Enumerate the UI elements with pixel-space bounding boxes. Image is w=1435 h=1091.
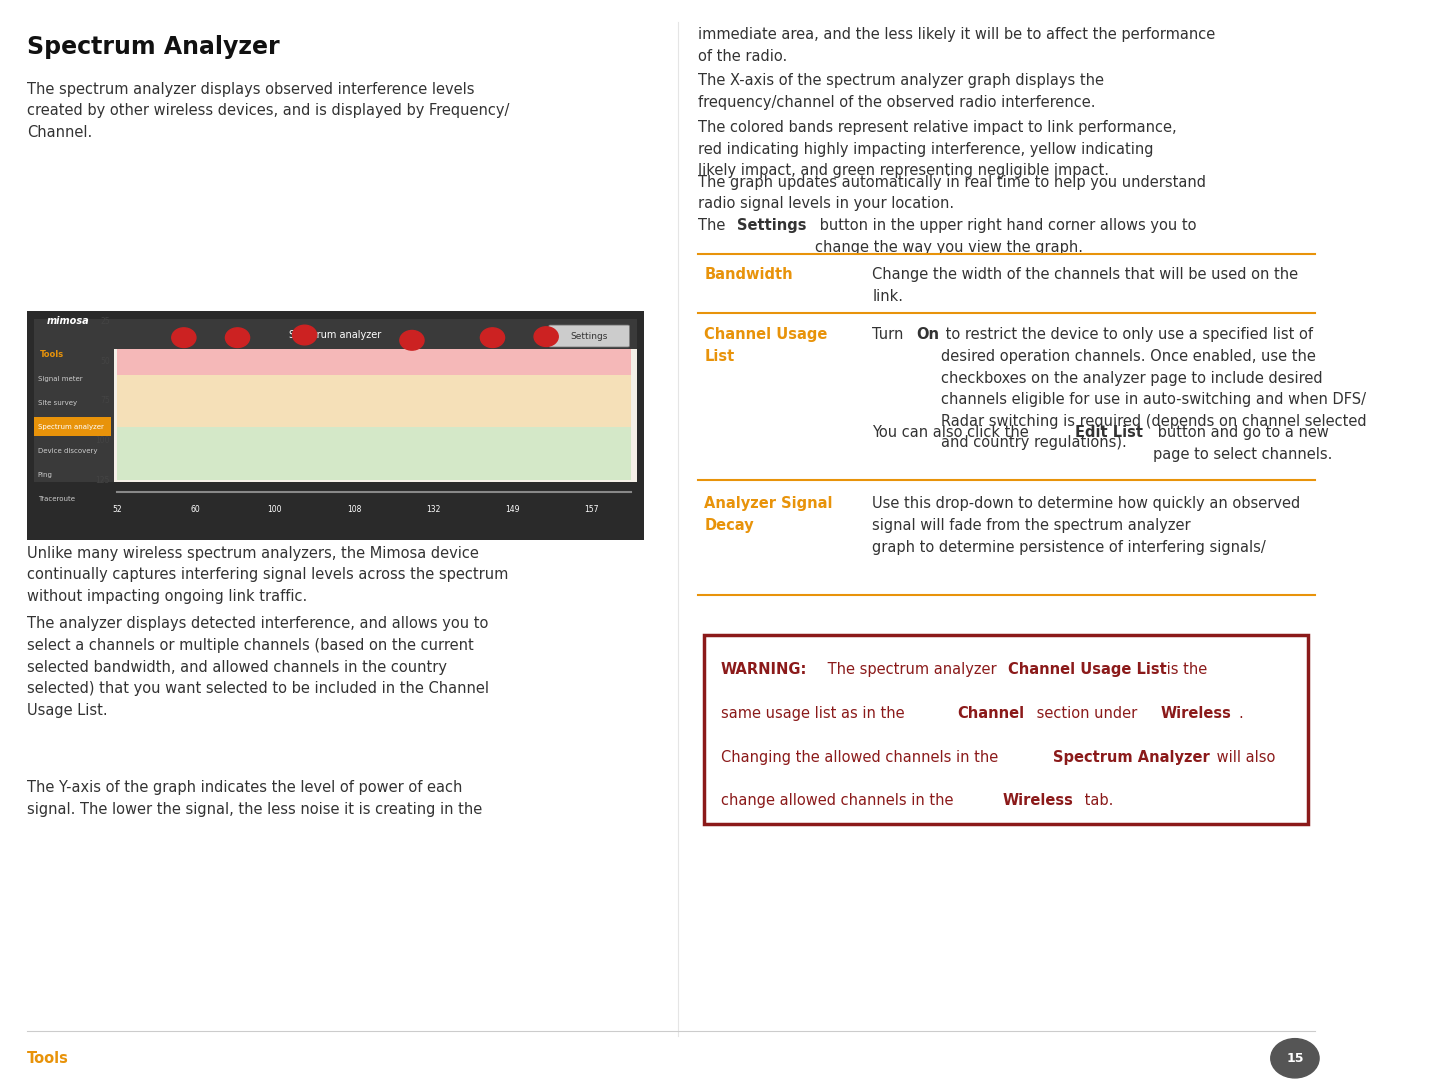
Text: 100: 100	[268, 505, 283, 514]
Text: Signal meter: Signal meter	[37, 375, 82, 382]
FancyBboxPatch shape	[548, 325, 630, 347]
Text: 15: 15	[1286, 1052, 1303, 1065]
Text: button in the upper right hand corner allows you to
change the way you view the : button in the upper right hand corner al…	[815, 218, 1195, 255]
Text: .: .	[1238, 706, 1243, 721]
Circle shape	[1271, 1039, 1319, 1078]
Text: Turn: Turn	[872, 327, 908, 343]
Text: Settings: Settings	[570, 332, 608, 340]
Text: The colored bands represent relative impact to link performance,
red indicating : The colored bands represent relative imp…	[697, 120, 1177, 178]
Text: will also: will also	[1211, 750, 1276, 765]
Text: Unlike many wireless spectrum analyzers, the Mimosa device
continually captures : Unlike many wireless spectrum analyzers,…	[27, 546, 508, 603]
FancyBboxPatch shape	[33, 417, 112, 436]
Circle shape	[400, 331, 423, 350]
Text: section under: section under	[1032, 706, 1142, 721]
Circle shape	[172, 328, 197, 348]
Text: to restrict the device to only use a specified list of
desired operation channel: to restrict the device to only use a spe…	[941, 327, 1366, 451]
Text: 25: 25	[100, 317, 110, 326]
Text: Tools: Tools	[27, 1051, 69, 1066]
Text: The spectrum analyzer: The spectrum analyzer	[822, 662, 1000, 678]
Text: Edit List: Edit List	[1075, 425, 1142, 441]
Text: tab.: tab.	[1081, 793, 1114, 808]
Text: 149: 149	[505, 505, 519, 514]
Circle shape	[293, 325, 317, 345]
Text: mimosa: mimosa	[47, 315, 90, 326]
Circle shape	[534, 327, 558, 347]
Text: The graph updates automatically in real time to help you understand
radio signal: The graph updates automatically in real …	[697, 175, 1205, 212]
Text: On: On	[917, 327, 940, 343]
Text: same usage list as in the: same usage list as in the	[720, 706, 908, 721]
Text: 75: 75	[100, 396, 110, 406]
Text: 132: 132	[426, 505, 441, 514]
Text: change allowed channels in the: change allowed channels in the	[720, 793, 957, 808]
FancyBboxPatch shape	[27, 311, 644, 540]
Text: Wireless: Wireless	[1003, 793, 1073, 808]
Text: 60: 60	[191, 505, 201, 514]
Text: Channel Usage List: Channel Usage List	[1007, 662, 1167, 678]
Text: immediate area, and the less likely it will be to affect the performance
of the : immediate area, and the less likely it w…	[697, 27, 1215, 64]
Text: Wireless: Wireless	[1161, 706, 1231, 721]
FancyBboxPatch shape	[33, 322, 113, 502]
Text: Device discovery: Device discovery	[37, 447, 98, 454]
Text: Use this drop-down to determine how quickly an observed
signal will fade from th: Use this drop-down to determine how quic…	[872, 496, 1300, 554]
Text: You can also click the: You can also click the	[872, 425, 1033, 441]
Text: Analyzer Signal
Decay: Analyzer Signal Decay	[705, 496, 832, 533]
Text: Traceroute: Traceroute	[37, 495, 75, 502]
Text: Bandwidth: Bandwidth	[705, 267, 794, 283]
Text: The spectrum analyzer displays observed interference levels
created by other wir: The spectrum analyzer displays observed …	[27, 82, 509, 140]
Text: Ping: Ping	[37, 471, 53, 478]
FancyBboxPatch shape	[116, 374, 631, 428]
Text: The Y-axis of the graph indicates the level of power of each
signal. The lower t: The Y-axis of the graph indicates the le…	[27, 780, 482, 817]
Text: 52: 52	[112, 505, 122, 514]
Text: Channel Usage
List: Channel Usage List	[705, 327, 828, 364]
Text: is the: is the	[1162, 662, 1207, 678]
Text: 157: 157	[584, 505, 598, 514]
Text: The analyzer displays detected interference, and allows you to
select a channels: The analyzer displays detected interfere…	[27, 616, 489, 718]
Text: Changing the allowed channels in the: Changing the allowed channels in the	[720, 750, 1003, 765]
Text: Spectrum analyzer: Spectrum analyzer	[37, 423, 103, 430]
Text: Spectrum Analyzer: Spectrum Analyzer	[1053, 750, 1210, 765]
FancyBboxPatch shape	[33, 319, 637, 349]
Text: 125: 125	[96, 476, 110, 484]
FancyBboxPatch shape	[705, 635, 1309, 824]
Text: Channel: Channel	[957, 706, 1025, 721]
Text: 50: 50	[100, 357, 110, 365]
FancyBboxPatch shape	[33, 322, 637, 502]
Circle shape	[225, 328, 250, 348]
Text: Change the width of the channels that will be used on the
link.: Change the width of the channels that wi…	[872, 267, 1299, 304]
Text: 100: 100	[96, 436, 110, 445]
Text: Spectrum analyzer: Spectrum analyzer	[290, 329, 382, 340]
Circle shape	[481, 328, 505, 348]
Text: button and go to a new
page to select channels.: button and go to a new page to select ch…	[1152, 425, 1332, 463]
Text: Spectrum Analyzer: Spectrum Analyzer	[27, 35, 280, 59]
Text: WARNING:: WARNING:	[720, 662, 806, 678]
Text: 108: 108	[347, 505, 362, 514]
FancyBboxPatch shape	[33, 482, 637, 502]
FancyBboxPatch shape	[116, 322, 631, 374]
Text: The: The	[697, 218, 730, 233]
Text: Settings: Settings	[736, 218, 806, 233]
FancyBboxPatch shape	[116, 428, 631, 480]
Text: The X-axis of the spectrum analyzer graph displays the
frequency/channel of the : The X-axis of the spectrum analyzer grap…	[697, 73, 1104, 110]
Text: Site survey: Site survey	[37, 399, 76, 406]
Text: Tools: Tools	[40, 350, 65, 359]
